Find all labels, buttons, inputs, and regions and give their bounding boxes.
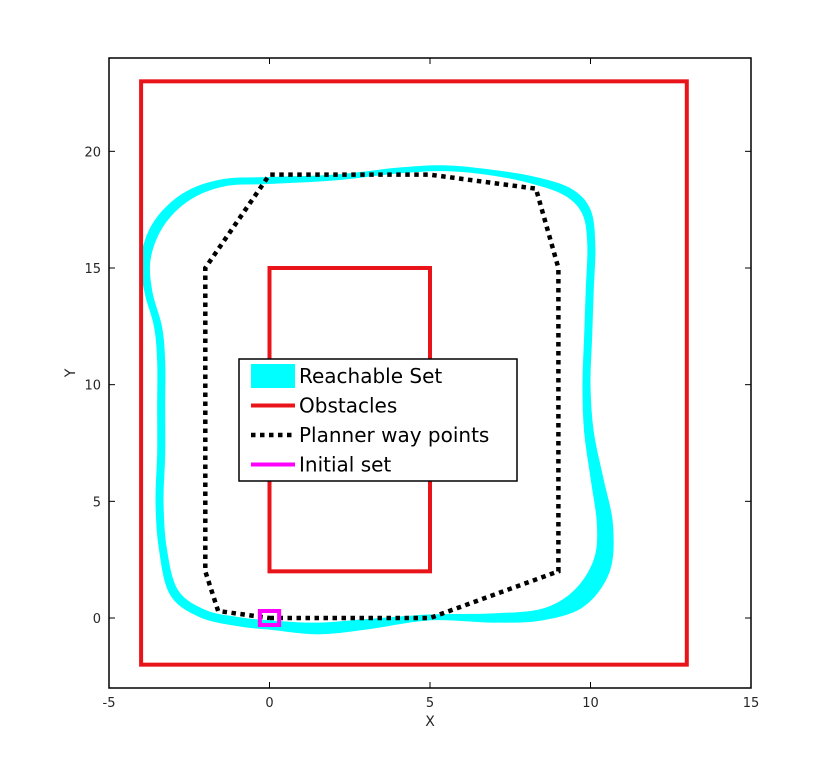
y-axis-label: Y	[63, 368, 79, 378]
legend-label-obstacles: Obstacles	[299, 394, 397, 418]
y-tick-label: 20	[84, 145, 101, 160]
legend-label-planner-way-points: Planner way points	[299, 423, 489, 447]
legend: Reachable Set Obstacles Planner way points…	[238, 358, 518, 482]
x-tick-label: 5	[426, 696, 434, 711]
y-tick-label: 0	[93, 612, 101, 627]
y-tick-label: 10	[84, 379, 101, 394]
x-tick-label: -5	[103, 696, 116, 711]
obstacles-rect-1	[139, 79, 689, 667]
ticks-layer: -5 0 5 10 15 0 5 10 15 20	[84, 58, 759, 711]
y-tick-label: 15	[84, 262, 101, 277]
x-tick-label: 15	[743, 696, 760, 711]
initial-set-rect	[257, 609, 282, 627]
x-tick-label: 0	[265, 696, 273, 711]
legend-label-initial-set: Initial set	[299, 453, 391, 477]
y-tick-label: 5	[93, 495, 101, 510]
x-tick-label: 10	[582, 696, 599, 711]
legend-items: Reachable Set Obstacles Planner way points…	[251, 364, 489, 477]
legend-swatch-reachable-set	[251, 364, 295, 388]
legend-label-reachable-set: Reachable Set	[299, 364, 442, 388]
planner-way-points-line	[203, 172, 561, 621]
x-axis-label: X	[425, 714, 435, 730]
